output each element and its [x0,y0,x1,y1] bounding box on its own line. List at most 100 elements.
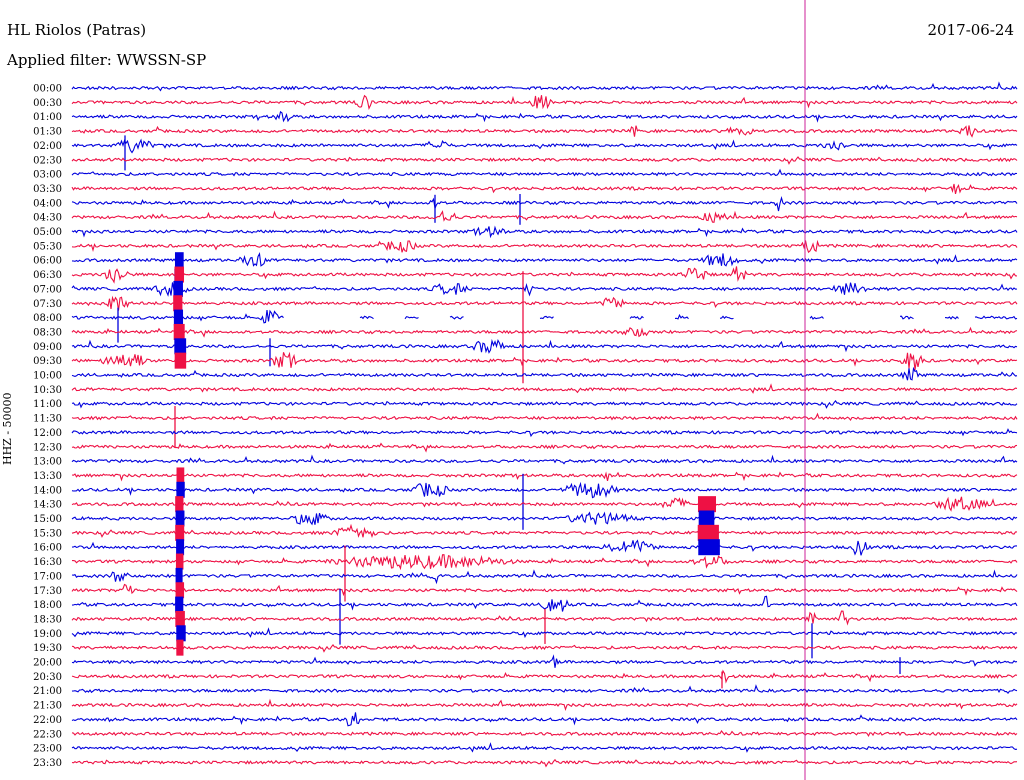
trace-1400 [71,481,1017,499]
row-label-1700: 17:00 [33,571,62,582]
event-block-0-12 [174,252,184,269]
row-label-1230: 12:30 [33,442,62,453]
event-block-1-37 [175,610,185,627]
row-label-0430: 04:30 [33,213,62,224]
trace-1600 [71,539,1017,556]
trace-0900 [71,338,1018,354]
trace-1100 [71,400,1018,409]
row-label-0530: 05:30 [33,241,62,252]
trace-1700 [71,569,1018,585]
date-label: 2017-06-24 [927,21,1014,39]
row-label-1630: 16:30 [33,557,62,568]
trace-2230 [71,730,1018,738]
event-block-1-32 [176,539,185,556]
row-label-0330: 03:30 [33,184,62,195]
event-block-0-18 [174,338,187,355]
trace-1330 [71,471,1018,482]
row-label-2130: 21:30 [33,701,62,712]
trace-0730 [71,295,1018,311]
event-block-2-32 [698,539,720,556]
row-label-1130: 11:30 [33,414,62,425]
row-label-1000: 10:00 [33,371,62,382]
trace-2200 [71,712,1018,727]
row-label-0600: 06:00 [33,256,62,267]
row-label-1300: 13:00 [33,457,62,468]
row-label-2100: 21:00 [33,686,62,697]
event-block-1-31 [175,524,185,541]
event-block-2-31 [697,524,719,541]
trace-0200 [71,138,1018,154]
trace-0400 [71,196,1018,212]
row-label-0400: 04:00 [33,198,62,209]
row-label-1830: 18:30 [33,614,62,625]
row-label-0500: 05:00 [33,227,62,238]
trace-0330 [71,183,1018,195]
trace-0600 [71,252,1018,267]
row-label-0130: 01:30 [33,127,62,138]
row-label-0100: 01:00 [33,112,62,123]
trace-0430 [71,210,1018,223]
trace-2100 [71,684,1018,695]
row-label-2230: 22:30 [33,729,62,740]
trace-0930 [71,351,1018,371]
trace-1930 [71,644,1018,653]
trace-1300 [71,454,1018,465]
event-block-1-34 [175,567,183,584]
trace-2000 [71,654,1018,668]
trace-rows [71,81,1018,768]
trace-1430 [71,496,1018,512]
row-label-1900: 19:00 [33,629,62,640]
trace-1800 [71,595,1018,612]
event-block-1-36 [175,596,184,613]
row-label-1800: 18:00 [33,600,62,611]
row-label-0630: 06:30 [33,270,62,281]
event-block-1-33 [175,553,184,570]
tick-labels: 00:00 00:30 01:00 01:30 02:00 02:30 03:00 03:30… [33,84,62,769]
trace-0800 [71,309,1018,324]
event-block-1-27 [176,467,185,484]
trace-2030 [71,669,1018,684]
row-label-2000: 20:00 [33,658,62,669]
row-label-0300: 03:00 [33,170,62,181]
event-block-0-16 [173,309,184,326]
trace-0830 [71,326,1018,338]
trace-1530 [71,523,1017,538]
trace-1200 [71,428,1018,438]
trace-0230 [71,156,1018,165]
row-label-1330: 13:30 [33,471,62,482]
trace-1900 [71,627,1018,639]
event-block-1-35 [175,582,185,599]
event-block-2-30 [698,510,715,527]
event-block-2-29 [697,496,717,513]
row-label-1500: 15:00 [33,514,62,525]
trace-1630 [72,554,1018,571]
event-block-0-14 [173,280,183,297]
trace-1030 [71,383,1018,394]
row-label-0830: 08:30 [33,327,62,338]
event-block-0-19 [174,352,187,369]
row-label-1100: 11:00 [33,399,62,410]
row-label-2200: 22:00 [33,715,62,726]
row-label-0030: 00:30 [33,98,62,109]
trace-1500 [71,511,1018,526]
trace-0030 [71,94,1018,110]
row-label-2030: 20:30 [33,672,62,683]
event-block-0-13 [174,266,185,283]
event-block-1-29 [175,496,184,513]
trace-0630 [71,266,1018,284]
trace-1000 [71,366,1018,381]
trace-0700 [71,282,1018,297]
row-label-0200: 02:00 [33,141,62,152]
row-label-0800: 08:00 [33,313,62,324]
event-block-1-39 [176,639,184,656]
trace-0530 [71,239,1018,254]
row-label-2330: 23:30 [33,758,62,769]
row-label-1730: 17:30 [33,586,62,597]
trace-0000 [71,81,1018,92]
trace-1730 [71,583,1018,597]
row-label-0000: 00:00 [33,84,62,95]
trace-2300 [71,742,1018,753]
event-block-0-17 [173,323,185,340]
trace-0300 [71,168,1018,177]
